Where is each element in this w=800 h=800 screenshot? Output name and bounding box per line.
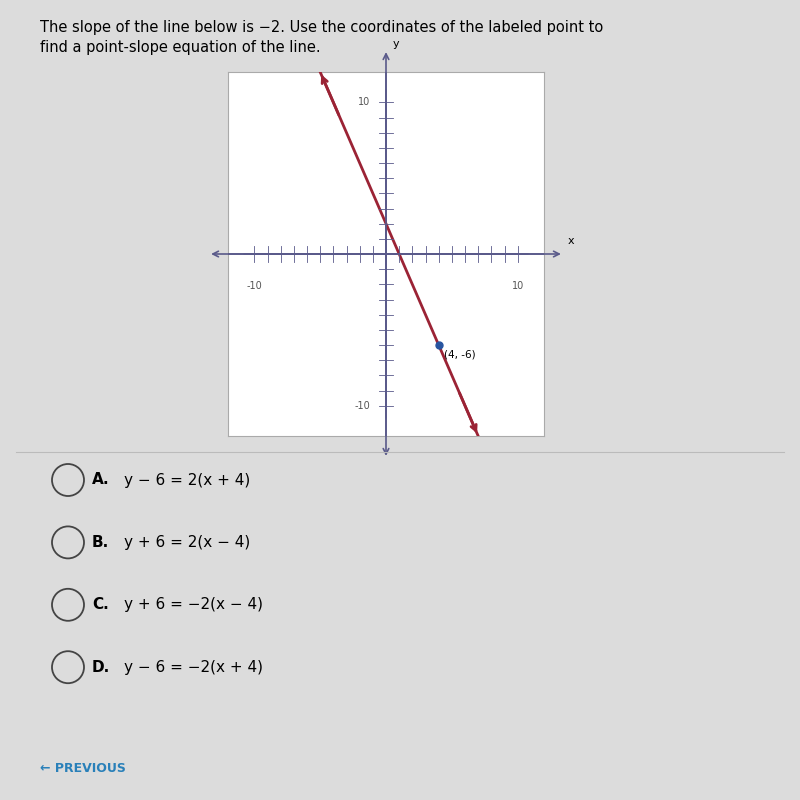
Text: A.: A. — [92, 473, 110, 487]
Text: 10: 10 — [511, 282, 524, 291]
Text: D.: D. — [92, 660, 110, 674]
Text: -10: -10 — [246, 282, 262, 291]
Text: y − 6 = 2(x + 4): y − 6 = 2(x + 4) — [124, 473, 250, 487]
Text: x: x — [568, 237, 574, 246]
Text: ← PREVIOUS: ← PREVIOUS — [40, 762, 126, 774]
Text: C.: C. — [92, 598, 109, 612]
Text: 10: 10 — [358, 98, 370, 107]
Text: y + 6 = 2(x − 4): y + 6 = 2(x − 4) — [124, 535, 250, 550]
Text: y + 6 = −2(x − 4): y + 6 = −2(x − 4) — [124, 598, 263, 612]
Text: y − 6 = −2(x + 4): y − 6 = −2(x + 4) — [124, 660, 263, 674]
Text: find a point-slope equation of the line.: find a point-slope equation of the line. — [40, 40, 321, 55]
Text: y: y — [393, 39, 399, 50]
Text: (4, -6): (4, -6) — [444, 350, 475, 359]
Text: B.: B. — [92, 535, 110, 550]
Text: The slope of the line below is −2. Use the coordinates of the labeled point to: The slope of the line below is −2. Use t… — [40, 20, 603, 35]
Text: -10: -10 — [354, 401, 370, 410]
